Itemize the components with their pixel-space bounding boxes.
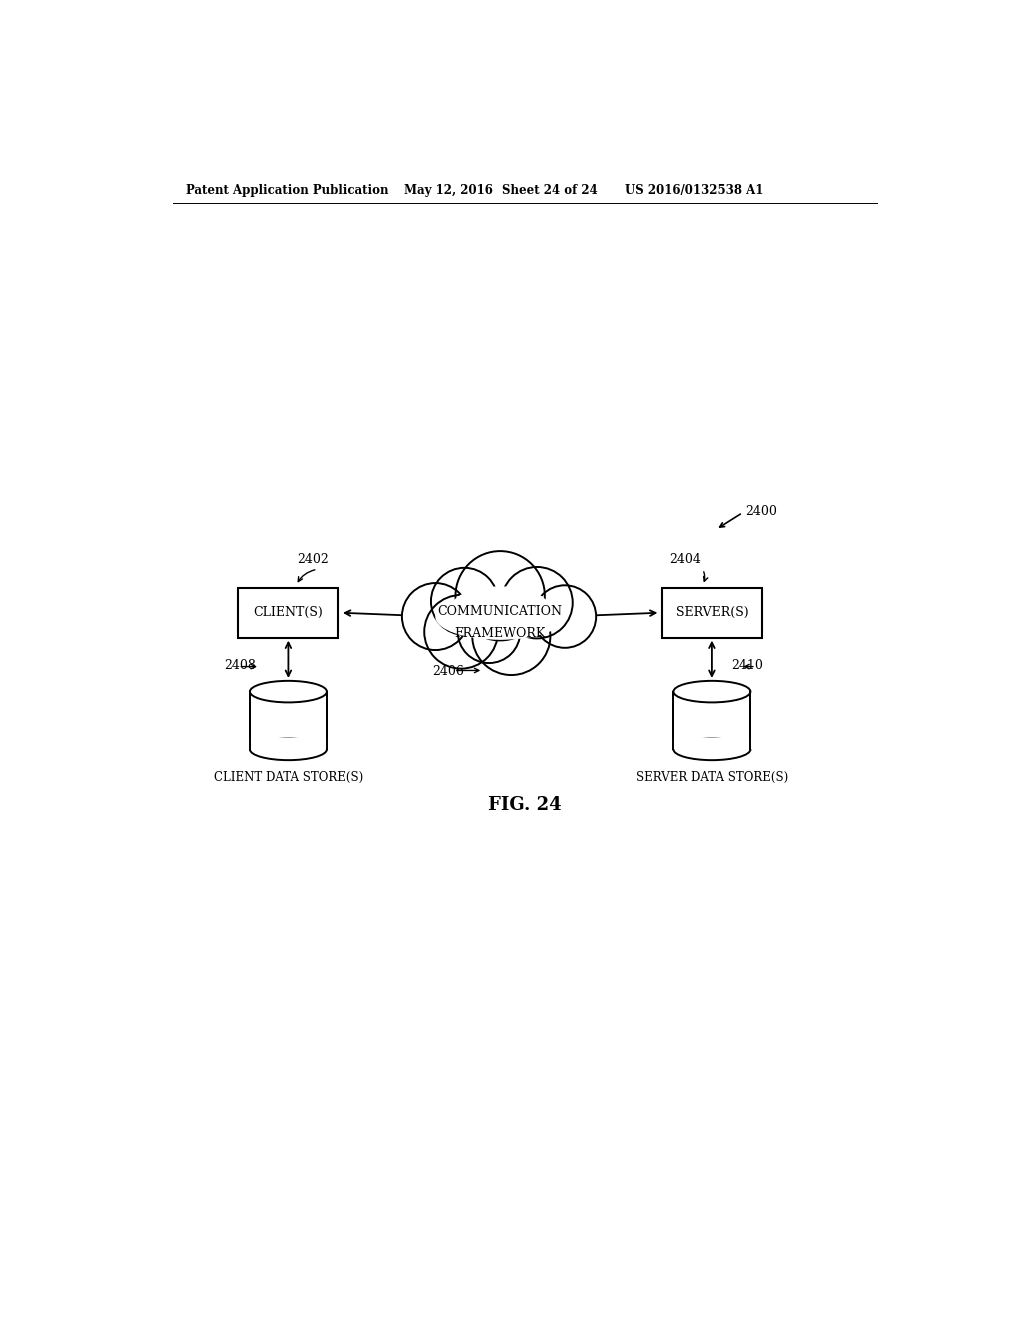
Text: CLIENT DATA STORE(S): CLIENT DATA STORE(S) [214, 771, 364, 784]
Circle shape [458, 601, 520, 663]
Circle shape [456, 552, 545, 640]
Ellipse shape [453, 587, 548, 626]
Bar [672, 738, 752, 750]
Circle shape [424, 595, 498, 669]
Text: 2404: 2404 [670, 553, 701, 566]
Text: 2410: 2410 [731, 659, 763, 672]
Circle shape [502, 568, 572, 639]
Ellipse shape [674, 681, 751, 702]
Text: FRAMEWORK: FRAMEWORK [455, 627, 546, 640]
Text: SERVER(S): SERVER(S) [676, 606, 749, 619]
Text: 2402: 2402 [298, 553, 330, 566]
Text: 2406: 2406 [432, 665, 464, 678]
Circle shape [534, 585, 596, 648]
Bar [250, 692, 327, 750]
Text: Sheet 24 of 24: Sheet 24 of 24 [502, 185, 597, 197]
Circle shape [401, 583, 469, 649]
Text: SERVER DATA STORE(S): SERVER DATA STORE(S) [636, 771, 788, 784]
Text: COMMUNICATION: COMMUNICATION [437, 606, 562, 619]
Text: 2400: 2400 [745, 504, 777, 517]
Text: May 12, 2016: May 12, 2016 [403, 185, 493, 197]
Text: FIG. 24: FIG. 24 [488, 796, 561, 814]
Ellipse shape [250, 739, 327, 760]
Bar [249, 738, 329, 750]
Ellipse shape [436, 594, 564, 639]
Text: US 2016/0132538 A1: US 2016/0132538 A1 [625, 185, 763, 197]
Text: CLIENT(S): CLIENT(S) [254, 606, 324, 619]
Text: 2408: 2408 [224, 659, 256, 672]
Bar [239, 587, 339, 638]
Bar [662, 587, 762, 638]
Ellipse shape [674, 739, 751, 760]
Text: Patent Application Publication: Patent Application Publication [186, 185, 388, 197]
Circle shape [472, 597, 551, 675]
Circle shape [431, 568, 498, 635]
Ellipse shape [250, 681, 327, 702]
Bar [674, 692, 751, 750]
